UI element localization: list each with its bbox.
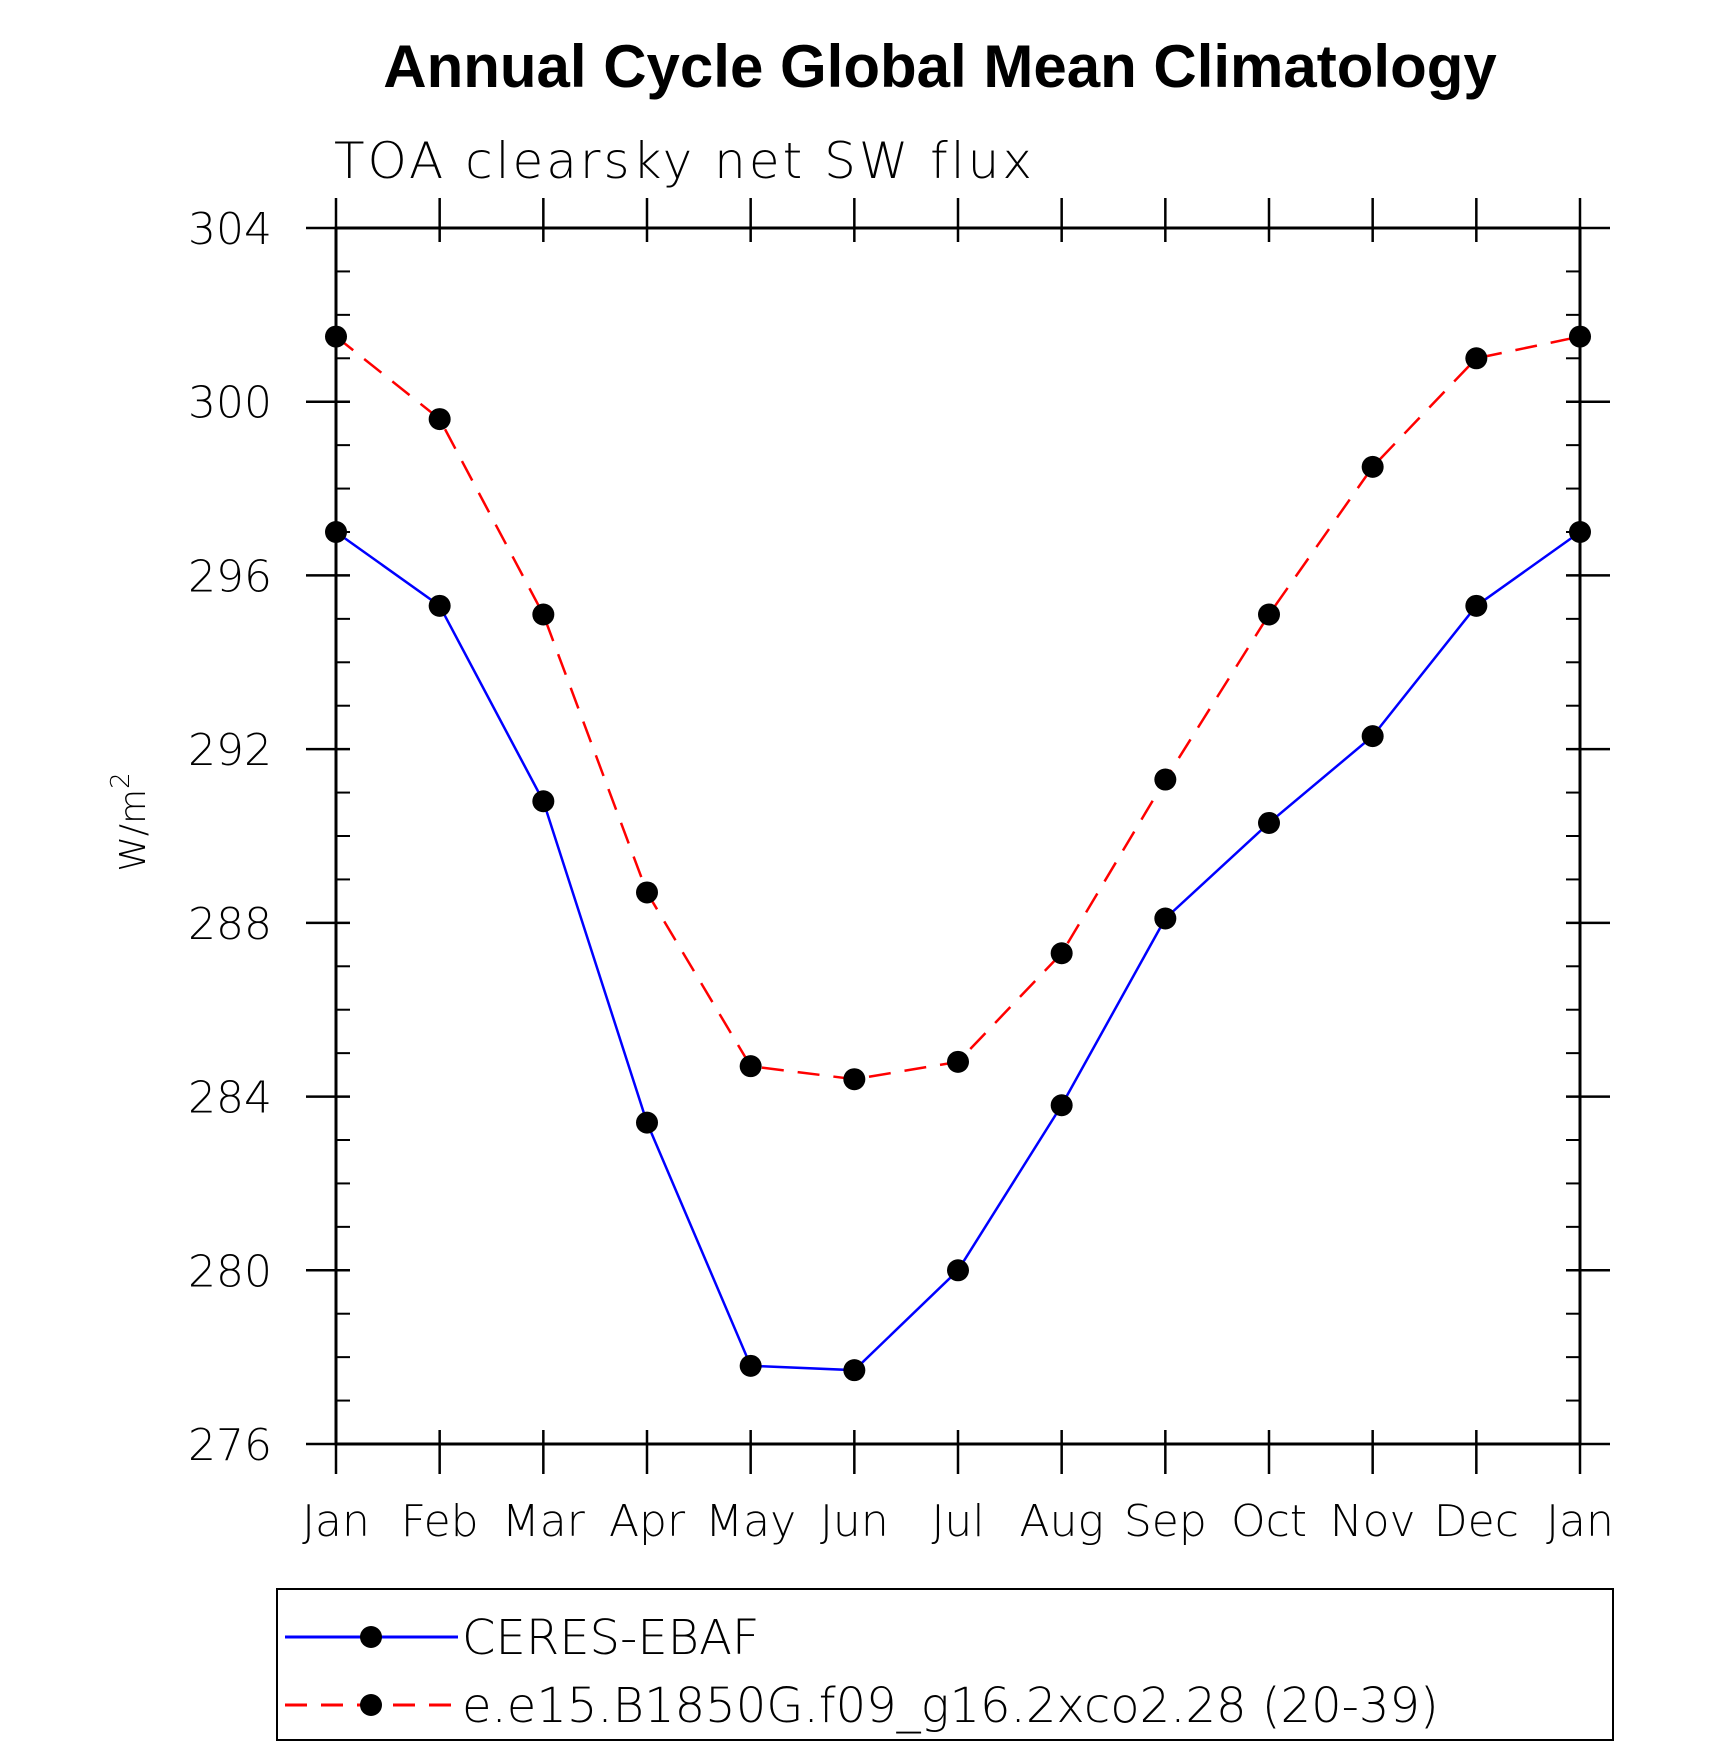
x-tick-label: Jun bbox=[820, 1496, 889, 1547]
legend-box bbox=[276, 1588, 1614, 1741]
x-tick-label: Apr bbox=[609, 1496, 686, 1547]
data-point bbox=[428, 408, 451, 431]
data-point bbox=[1569, 325, 1591, 348]
x-tick-label: Dec bbox=[1434, 1496, 1519, 1547]
y-tick-label: 284 bbox=[188, 1073, 272, 1124]
chart-subtitle: TOA clearsky net SW flux bbox=[334, 132, 1035, 190]
data-point bbox=[1465, 347, 1488, 370]
legend-label-ceres: CERES-EBAF bbox=[462, 1610, 760, 1666]
y-tick-label: 296 bbox=[188, 551, 272, 602]
series-line-1 bbox=[335, 335, 1581, 1081]
data-point bbox=[1050, 942, 1073, 965]
data-point bbox=[947, 1050, 969, 1073]
data-point bbox=[636, 881, 658, 904]
y-tick-label: 292 bbox=[188, 725, 272, 776]
x-axis-ticks: Jan Feb Mar Apr May Jun Jul Aug Sep Oct Nov Dec Jan bbox=[302, 198, 1614, 1547]
y-tick-label: 280 bbox=[188, 1246, 272, 1297]
y-tick-label: 288 bbox=[188, 899, 272, 950]
data-point bbox=[947, 1259, 969, 1282]
data-point bbox=[1258, 811, 1280, 834]
x-tick-label: Jan bbox=[1546, 1496, 1614, 1547]
data-point bbox=[1258, 603, 1280, 626]
series-group bbox=[325, 325, 1591, 1382]
legend-marker-model bbox=[360, 1694, 382, 1716]
data-point bbox=[325, 521, 347, 543]
y-tick-label: 300 bbox=[188, 378, 272, 429]
data-point bbox=[428, 594, 451, 617]
y-axis-ticks: 276 280 284 288 292 296 300 304 bbox=[188, 204, 1610, 1471]
y-axis-label: W/m2 bbox=[106, 772, 154, 871]
chart-title: Annual Cycle Global Mean Climatology bbox=[383, 33, 1497, 100]
data-point bbox=[325, 325, 347, 348]
data-point bbox=[1154, 768, 1177, 791]
data-point bbox=[1361, 725, 1384, 748]
legend-label-model: e.e15.B1850G.f09_g16.2xco2.28 (20-39) bbox=[462, 1678, 1439, 1734]
x-tick-label: Oct bbox=[1231, 1496, 1307, 1547]
x-tick-label: Jul bbox=[931, 1496, 984, 1547]
series-line-0 bbox=[335, 530, 1581, 1372]
y-tick-label: 276 bbox=[188, 1420, 272, 1471]
data-point bbox=[1050, 1094, 1073, 1117]
y-axis-label-superscript: 2 bbox=[106, 772, 136, 789]
data-point bbox=[843, 1068, 866, 1091]
x-tick-label: Sep bbox=[1124, 1496, 1207, 1547]
data-point bbox=[532, 790, 555, 813]
x-tick-label: Feb bbox=[401, 1496, 479, 1547]
data-point bbox=[636, 1111, 658, 1134]
x-tick-label: Mar bbox=[502, 1496, 586, 1547]
x-tick-label: Jan bbox=[302, 1496, 370, 1547]
data-point bbox=[739, 1055, 762, 1078]
data-point bbox=[843, 1359, 866, 1382]
x-tick-label: May bbox=[705, 1496, 796, 1547]
data-point bbox=[1361, 455, 1384, 478]
data-point bbox=[532, 603, 555, 626]
legend: CERES-EBAF e.e15.B1850G.f09_g16.2xco2.28… bbox=[276, 1588, 1614, 1741]
x-tick-label: Aug bbox=[1019, 1496, 1103, 1547]
y-tick-label: 304 bbox=[188, 204, 272, 255]
x-tick-label: Nov bbox=[1330, 1496, 1416, 1547]
data-point bbox=[1569, 521, 1591, 543]
data-point bbox=[739, 1354, 762, 1377]
y-axis-label-main: W/m bbox=[113, 789, 154, 872]
data-point bbox=[1154, 907, 1177, 930]
data-point bbox=[1465, 594, 1488, 617]
legend-marker-ceres bbox=[360, 1626, 382, 1648]
